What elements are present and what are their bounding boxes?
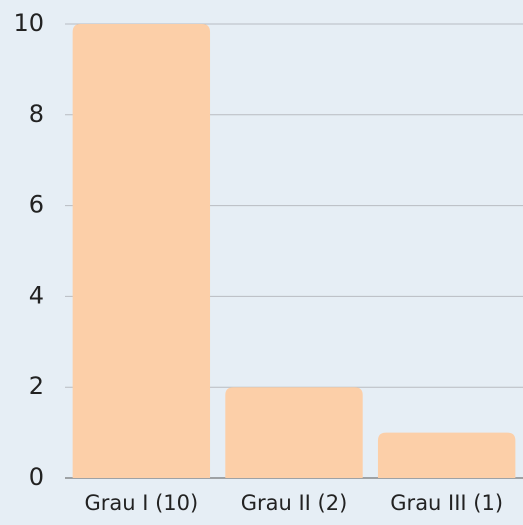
- y-tick-label: 2: [29, 372, 44, 400]
- y-tick-label: 4: [29, 281, 44, 309]
- x-tick-label: Grau III (1): [390, 491, 503, 515]
- x-tick-label: Grau I (10): [84, 491, 198, 515]
- bar: [72, 24, 211, 478]
- x-tick-label: Grau II (2): [241, 491, 348, 515]
- bar: [225, 387, 363, 478]
- bar: [377, 432, 516, 478]
- y-tick-label: 0: [29, 463, 44, 491]
- y-tick-label: 8: [29, 100, 44, 128]
- y-tick-label: 10: [13, 9, 44, 37]
- y-tick-label: 6: [29, 191, 44, 219]
